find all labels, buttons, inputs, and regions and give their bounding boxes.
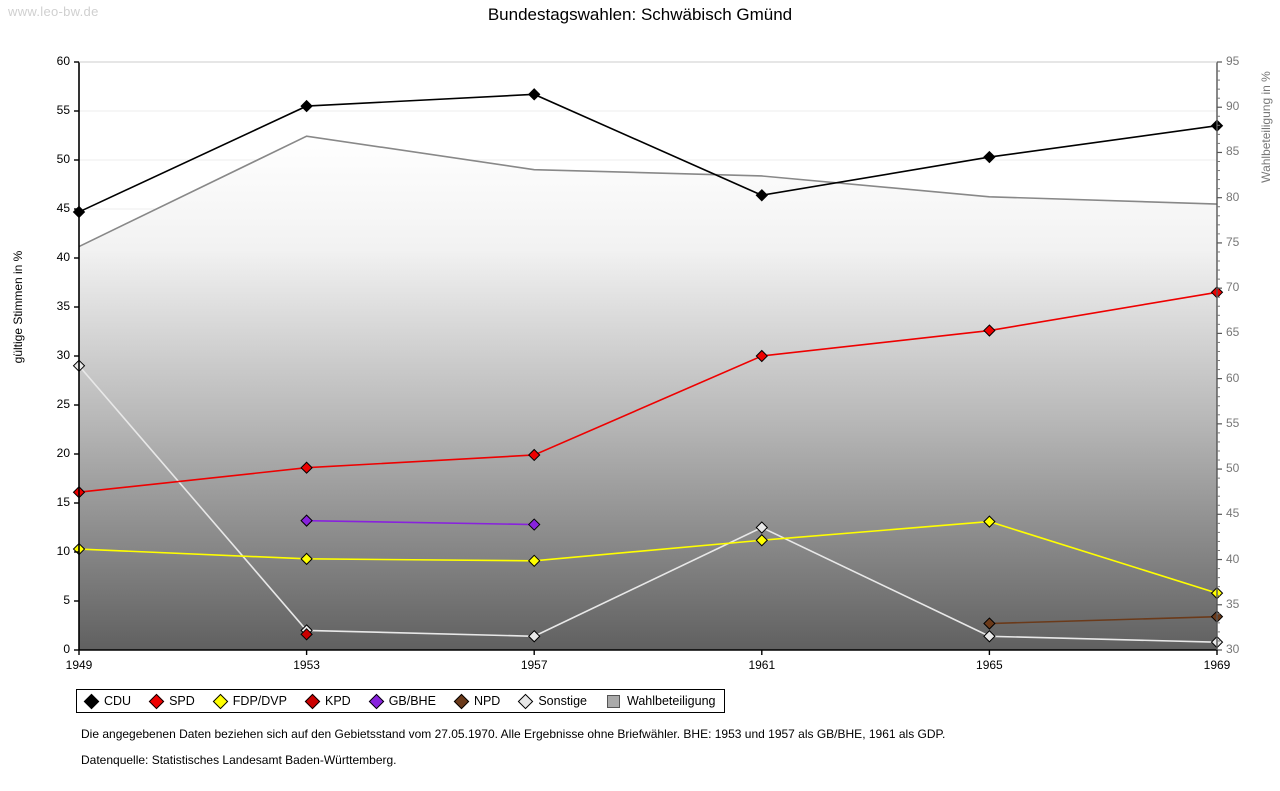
y-tick-label-right: 70: [1226, 280, 1240, 295]
x-tick-label: 1969: [1203, 658, 1231, 672]
y-tick-label-right: 75: [1226, 234, 1240, 249]
data-point-marker: [527, 554, 541, 568]
series-line-npd: [989, 615, 1218, 625]
legend-item-label: KPD: [324, 694, 351, 708]
series-line-cdu: [78, 93, 1218, 213]
legend-item-gb-bhe[interactable]: GB/BHE: [368, 693, 436, 709]
series-line-spd: [78, 291, 1218, 494]
legend-item-label: FDP/DVP: [232, 694, 287, 708]
data-point-marker: [983, 324, 996, 337]
series-line-gb-bhe: [306, 519, 535, 526]
y-tick-label-left: 0: [63, 642, 70, 656]
legend-item-label: NPD: [473, 694, 501, 708]
y-tick-label-left: 40: [56, 250, 70, 264]
series-line-fdp-dvp: [78, 520, 1218, 594]
y-tick-label-left: 15: [56, 495, 70, 509]
diamond-marker-icon: [368, 693, 384, 709]
data-point-marker: [755, 534, 769, 547]
y-tick-label-right: 90: [1226, 99, 1240, 114]
y-tick-label-left: 10: [56, 544, 70, 558]
diamond-marker-icon: [212, 693, 229, 709]
data-point-marker: [300, 552, 313, 566]
chart-legend: CDU SPD FDP/DVP KPD GB/BHE NPD Sonstige Wahlbet…: [76, 689, 726, 713]
y-tick-label-right: 85: [1226, 144, 1240, 159]
y-tick-label-right: 30: [1226, 642, 1240, 656]
square-marker-icon: [607, 694, 620, 708]
legend-item-label: Wahlbeteiligung: [627, 694, 716, 708]
x-tick-label: 1953: [293, 658, 320, 672]
data-point-marker: [300, 99, 313, 113]
data-point-marker: [755, 349, 769, 363]
data-point-marker: [983, 515, 996, 528]
x-tick-label: 1949: [65, 658, 93, 672]
legend-item-label: GB/BHE: [388, 694, 436, 708]
y-tick-label-right: 40: [1226, 551, 1240, 566]
footnote-data-note: Die angegebenen Daten beziehen sich auf …: [81, 727, 946, 741]
y-tick-label-right: 50: [1226, 461, 1240, 476]
diamond-marker-icon: [148, 693, 165, 709]
data-point-marker: [755, 521, 769, 534]
series-line-sonstige: [78, 365, 1218, 643]
y-tick-label-left: 60: [56, 54, 70, 68]
legend-item-kpd[interactable]: KPD: [304, 693, 351, 709]
y-tick-label-right: 80: [1226, 189, 1240, 204]
page-title: Bundestagswahlen: Schwäbisch Gmünd: [487, 5, 793, 24]
legend-item-sonstige[interactable]: Sonstige: [518, 693, 587, 709]
y-tick-label-left: 50: [56, 152, 70, 166]
data-point-marker: [527, 518, 541, 531]
data-point-marker: [300, 514, 313, 527]
legend-item-npd[interactable]: NPD: [453, 693, 501, 709]
y-tick-label-left: 20: [56, 446, 70, 460]
y-tick-label-left: 45: [56, 201, 70, 215]
y-tick-label-left: 5: [63, 593, 70, 607]
legend-item-cdu[interactable]: CDU: [83, 693, 132, 709]
x-tick-label: 1965: [976, 658, 1003, 672]
y-tick-label-right: 60: [1226, 370, 1240, 385]
y-tick-label-right: 45: [1226, 506, 1240, 521]
data-point-marker: [527, 448, 541, 462]
diamond-marker-icon: [304, 693, 321, 709]
data-point-marker: [983, 630, 996, 643]
data-point-marker: [300, 461, 313, 474]
y-tick-label-right: 65: [1226, 325, 1240, 340]
legend-item-fdp-dvp[interactable]: FDP/DVP: [212, 693, 287, 709]
y-tick-label-right: 35: [1226, 596, 1240, 611]
series-line-wahlbeteiligung: [78, 135, 1218, 248]
series-area-wahlbeteiligung: [79, 136, 1217, 650]
data-point-marker: [527, 630, 541, 643]
y-tick-label-left: 25: [56, 397, 70, 411]
data-point-marker: [983, 617, 996, 630]
diamond-marker-icon: [83, 693, 100, 709]
data-point-marker: [983, 150, 996, 164]
y-tick-label-left: 35: [56, 299, 70, 313]
legend-item-spd[interactable]: SPD: [148, 693, 195, 709]
y-tick-label-right: 95: [1226, 54, 1240, 68]
legend-item-label: SPD: [169, 694, 195, 708]
data-point-marker: [300, 628, 313, 641]
legend-item-label: CDU: [104, 694, 132, 708]
watermark: www.leo-bw.de: [8, 4, 99, 19]
data-point-marker: [755, 189, 769, 202]
footnote-data-source: Datenquelle: Statistisches Landesamt Bad…: [81, 753, 397, 767]
x-tick-label: 1961: [748, 658, 776, 672]
x-tick-label: 1957: [520, 658, 548, 672]
y-tick-label-left: 30: [56, 348, 70, 362]
data-point-marker: [527, 88, 541, 101]
legend-item-label: Sonstige: [538, 694, 587, 708]
y-tick-label-right: 55: [1226, 415, 1240, 430]
diamond-marker-icon: [518, 693, 534, 709]
y-tick-label-left: 55: [56, 103, 70, 117]
legend-item-wahlbeteiligung[interactable]: Wahlbeteiligung: [607, 694, 715, 708]
diamond-marker-icon: [453, 693, 470, 709]
